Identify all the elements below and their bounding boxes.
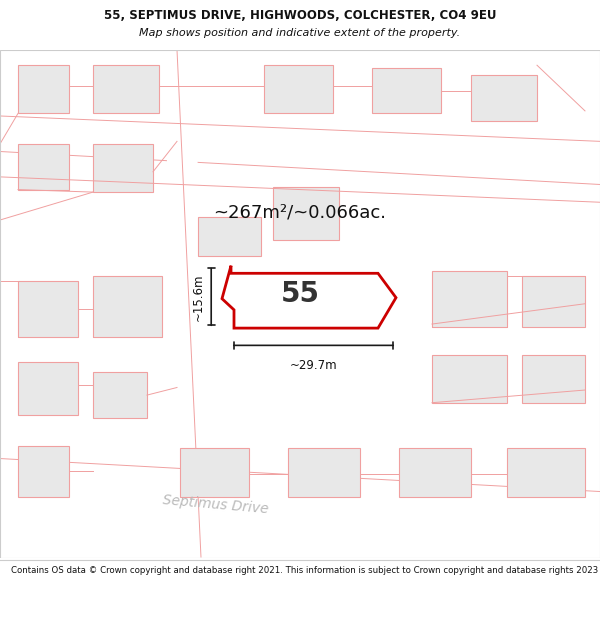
Polygon shape [93,372,147,418]
Text: 55: 55 [281,280,320,308]
Polygon shape [399,448,471,497]
Text: Septimus Drive: Septimus Drive [163,492,269,516]
Polygon shape [18,281,78,337]
Polygon shape [507,448,585,497]
Polygon shape [93,276,162,337]
Polygon shape [198,217,261,256]
Text: ~29.7m: ~29.7m [290,359,337,372]
Polygon shape [372,68,441,114]
Polygon shape [471,76,537,121]
Polygon shape [93,144,153,192]
Polygon shape [432,354,507,402]
Text: Contains OS data © Crown copyright and database right 2021. This information is : Contains OS data © Crown copyright and d… [11,566,600,574]
Polygon shape [18,65,69,114]
Text: ~15.6m: ~15.6m [191,273,205,321]
Polygon shape [432,271,507,327]
Polygon shape [222,266,396,328]
Text: 55, SEPTIMUS DRIVE, HIGHWOODS, COLCHESTER, CO4 9EU: 55, SEPTIMUS DRIVE, HIGHWOODS, COLCHESTE… [104,9,496,22]
Text: Map shows position and indicative extent of the property.: Map shows position and indicative extent… [139,28,461,38]
Polygon shape [273,187,339,240]
Polygon shape [93,65,159,114]
Polygon shape [18,362,78,416]
Polygon shape [288,448,360,497]
Polygon shape [18,144,69,189]
Polygon shape [522,354,585,402]
Polygon shape [264,65,333,114]
Polygon shape [522,276,585,327]
Polygon shape [18,446,69,497]
Text: ~267m²/~0.066ac.: ~267m²/~0.066ac. [214,203,386,221]
Polygon shape [180,448,249,497]
